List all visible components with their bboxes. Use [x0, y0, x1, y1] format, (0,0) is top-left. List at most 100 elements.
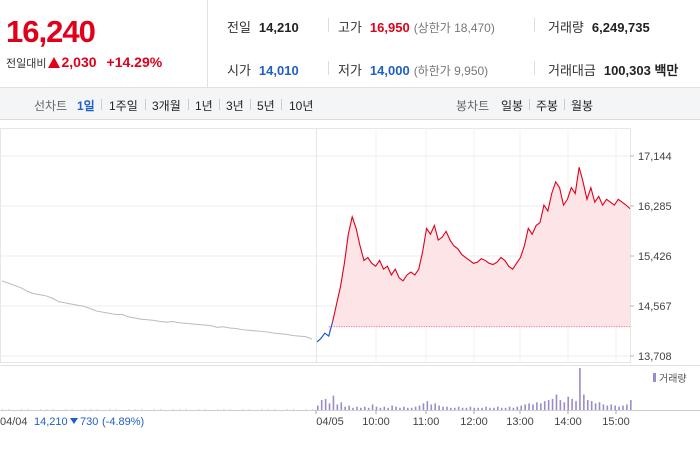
volume-bar: [520, 405, 523, 410]
volume-bar: [516, 406, 519, 410]
volume-bar: [579, 368, 581, 410]
volume-bar: [563, 402, 566, 410]
volume-bar: [528, 403, 530, 410]
volume-bar: [160, 408, 162, 410]
candle-daily[interactable]: 일봉: [501, 99, 524, 113]
period-3year[interactable]: 3년: [226, 99, 244, 113]
period-3month[interactable]: 3개월: [152, 99, 181, 113]
volume-bar: [305, 408, 307, 410]
volume-bar: [27, 408, 29, 410]
volume-bar: [442, 406, 444, 410]
volume-bar: [543, 401, 546, 410]
candle-monthly[interactable]: 월봉: [571, 99, 594, 113]
volume-bar: [414, 406, 417, 410]
divider: [564, 99, 565, 110]
divider: [328, 18, 329, 32]
stat-sub: (상한가 18,470): [413, 21, 495, 35]
volume-bar: [500, 407, 503, 410]
volume-bar: [606, 405, 609, 410]
volume-bar: [551, 398, 554, 410]
volume-bar: [348, 405, 350, 410]
volume-bar: [324, 398, 327, 410]
stat-value: 14,010: [258, 63, 299, 78]
volume-bar: [547, 400, 550, 410]
volume-bar: [555, 394, 558, 410]
volume-bar: [571, 398, 573, 410]
x-tick-label: 13:00: [506, 416, 534, 428]
volume-bar: [344, 406, 346, 410]
volume-bar: [395, 406, 397, 410]
volume-bar: [485, 406, 487, 410]
volume-bar: [328, 403, 331, 410]
divider: [188, 99, 189, 110]
divider: [101, 99, 102, 110]
stat-amount: 거래대금 100,303 백만: [548, 60, 678, 79]
volume-bar: [532, 404, 534, 410]
volume-bar: [434, 403, 436, 410]
volume-bar: [52, 408, 54, 410]
period-1day[interactable]: 1일: [77, 99, 95, 113]
volume-bar: [96, 408, 98, 410]
y-tick-label: 17,144: [638, 151, 672, 163]
candle-weekly[interactable]: 주봉: [536, 99, 559, 113]
volume-bar: [320, 400, 323, 410]
volume-bar: [426, 401, 429, 410]
volume-bar: [610, 404, 613, 410]
volume-bar: [223, 408, 225, 410]
volume-bar: [496, 406, 499, 410]
volume-bar: [403, 406, 405, 410]
divider: [219, 99, 220, 110]
plot-frame: [0, 128, 631, 363]
stat-low: 저가 14,000 (하한가 9,950): [338, 60, 488, 79]
volume-bar: [422, 403, 425, 410]
prev-day-series: [1, 280, 313, 340]
period-1year[interactable]: 1년: [195, 99, 213, 113]
volume-bar: [446, 406, 448, 410]
volume-bar: [504, 407, 507, 410]
stat-value: 6,249,735: [591, 20, 650, 35]
stat-label: 전일: [227, 20, 251, 35]
x-tick-label: 10:00: [362, 416, 390, 428]
volume-bar: [340, 402, 343, 410]
current-price: 16,240: [6, 14, 96, 49]
volume-bar: [217, 408, 219, 410]
divider: [534, 61, 535, 75]
period-5year[interactable]: 5년: [257, 99, 275, 113]
change-value: 2,030: [61, 54, 97, 70]
prev-day-info: 04/04 14,210 730 (-4.89%): [0, 416, 144, 428]
volume-bar: [630, 400, 632, 410]
volume-bar: [567, 396, 569, 410]
price-chart: 17,144 16,285 15,426 14,567 13,708 거래량 04/05…: [0, 128, 700, 428]
change-label: 전일대비: [6, 58, 47, 70]
volume-bar: [540, 403, 542, 410]
volume-bar: [438, 405, 440, 410]
volume-bar: [367, 407, 370, 410]
stat-label: 저가: [338, 63, 362, 78]
divider: [250, 99, 251, 110]
volume-bar: [360, 407, 362, 410]
volume-bar: [575, 401, 577, 410]
x-axis: 04/05 10:00 11:00 12:00 13:00 14:00 15:00: [315, 410, 630, 428]
volume-bar: [2, 408, 3, 410]
volume-bar: [586, 400, 589, 410]
period-1week[interactable]: 1주일: [109, 99, 138, 113]
x-tick-label: 12:00: [460, 416, 488, 428]
up-triangle-icon: [48, 57, 61, 68]
volume-bar: [363, 406, 366, 410]
volume-bar: [352, 407, 354, 410]
volume-bar: [312, 408, 313, 410]
volume-bar: [293, 408, 295, 410]
volume-bar: [493, 407, 495, 410]
volume-bar: [590, 401, 593, 410]
volume-bar: [583, 394, 585, 410]
today-series-up: [332, 167, 631, 322]
prev-day-close: 14,210: [34, 416, 68, 428]
y-tick-label: 15,426: [638, 251, 672, 263]
volume-bar: [383, 406, 386, 410]
y-tick-label: 16,285: [638, 201, 672, 213]
volume-bar: [430, 404, 433, 410]
stat-label: 시가: [227, 63, 251, 78]
volume-bar: [594, 403, 597, 410]
period-10year[interactable]: 10년: [289, 99, 314, 113]
change-row: 전일대비 2,030 +14.29%: [6, 54, 162, 71]
